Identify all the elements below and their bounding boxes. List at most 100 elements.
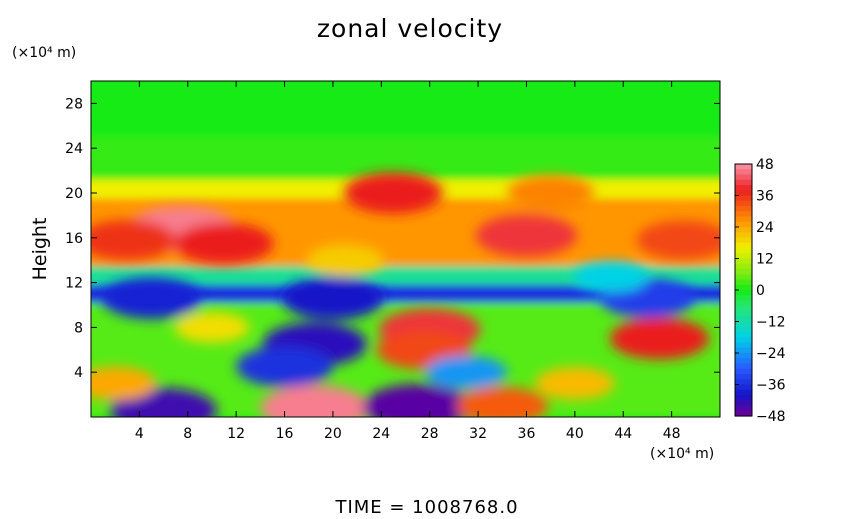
colorbar-cell xyxy=(735,237,752,244)
colorbar-cell xyxy=(735,179,752,186)
colorbar-cell xyxy=(735,363,752,370)
heatmap-feature xyxy=(363,383,473,417)
colorbar-cell xyxy=(735,358,752,365)
colorbar-cell xyxy=(735,284,752,291)
heatmap-feature xyxy=(424,355,508,390)
heatmap-feature xyxy=(573,261,649,293)
x-tick-label: 12 xyxy=(227,426,245,442)
colorbar-cell xyxy=(735,206,752,212)
x-axis-unit: (×10⁴ m) xyxy=(650,446,715,462)
colorbar-cell xyxy=(735,300,752,307)
y-tick-label: 24 xyxy=(65,141,83,157)
plot-frame xyxy=(90,80,721,418)
heatmap-feature xyxy=(636,220,720,260)
y-tick-label: 16 xyxy=(65,231,83,247)
colorbar-cell xyxy=(735,410,752,417)
colorbar-tick-label: −48 xyxy=(756,409,786,425)
heatmap-band xyxy=(91,284,720,303)
colorbar-tick-label: 24 xyxy=(756,220,774,236)
y-tick-label: 20 xyxy=(65,186,83,202)
colorbar-cell xyxy=(735,400,752,407)
colorbar-cell xyxy=(735,316,752,323)
colorbar-cell xyxy=(735,395,752,401)
x-tick-label: 16 xyxy=(276,426,294,442)
colorbar-cell xyxy=(735,248,752,254)
x-tick-label: 20 xyxy=(324,426,342,442)
colorbar-cell xyxy=(735,190,752,197)
colorbar-cell xyxy=(735,169,752,176)
x-axis: 4 8 12 16 20 24 28 32 36 40 44 48 xyxy=(135,81,681,442)
y-axis-unit: (×10⁴ m) xyxy=(12,45,77,61)
heatmap-feature xyxy=(456,386,549,417)
x-tick-label: 36 xyxy=(518,426,536,442)
heatmap-band xyxy=(91,81,720,137)
heatmap-feature xyxy=(174,312,250,343)
colorbar-cell xyxy=(735,389,752,396)
y-axis: 4 8 12 16 20 24 28 xyxy=(65,96,720,381)
heatmap-feature xyxy=(306,244,384,276)
heatmap-feature xyxy=(282,277,384,320)
y-tick-label: 4 xyxy=(74,365,83,381)
heatmap-feature xyxy=(91,366,157,401)
colorbar-cell xyxy=(735,332,752,338)
colorbar-tick-label: −12 xyxy=(756,315,786,331)
colorbar-cell xyxy=(735,295,752,302)
x-tick-label: 44 xyxy=(614,426,632,442)
heatmap-feature xyxy=(507,175,595,211)
colorbar-cell xyxy=(735,347,752,354)
colorbar-cell xyxy=(735,379,752,386)
colorbar-cell xyxy=(735,232,752,239)
x-tick-label: 8 xyxy=(183,426,192,442)
heatmap-feature xyxy=(260,385,370,417)
colorbar-cell xyxy=(735,290,752,296)
heatmap-feature xyxy=(343,172,443,214)
colorbar-cell xyxy=(735,216,752,223)
colorbar-tick-label: −36 xyxy=(756,378,786,394)
x-tick-label: 40 xyxy=(566,426,584,442)
x-tick-label: 24 xyxy=(372,426,390,442)
colorbar-cell xyxy=(735,311,752,317)
colorbar-cell xyxy=(735,274,752,281)
colorbar-cell xyxy=(735,185,752,191)
colorbar-cell xyxy=(735,253,752,260)
heatmap-feature xyxy=(236,346,333,387)
colorbar-cell xyxy=(735,321,752,328)
x-tick-label: 32 xyxy=(469,426,487,442)
colorbar-cell xyxy=(735,263,752,270)
heatmap-feature xyxy=(609,317,710,360)
colorbar: 48 36 24 12 0 −12 −24 −36 −48 xyxy=(734,157,786,425)
colorbar-cell xyxy=(735,221,752,228)
colorbar-tick-label: −24 xyxy=(756,346,786,362)
heatmap-feature xyxy=(475,214,578,257)
colorbar-cell xyxy=(735,374,752,380)
colorbar-cell xyxy=(735,227,752,233)
colorbar-cell xyxy=(735,368,752,375)
colorbar-cell xyxy=(735,242,752,249)
x-tick-label: 28 xyxy=(421,426,439,442)
x-tick-label: 4 xyxy=(135,426,144,442)
heatmap-feature xyxy=(91,219,176,261)
colorbar-tick-label: 12 xyxy=(756,252,774,268)
y-tick-label: 28 xyxy=(65,96,83,112)
heatmap-band xyxy=(91,265,720,285)
colorbar-cell xyxy=(735,258,752,265)
chart-title: zonal velocity xyxy=(316,14,504,43)
colorbar-cell xyxy=(735,337,752,344)
colorbar-cell xyxy=(735,164,752,170)
colorbar-cell xyxy=(735,279,752,286)
colorbar-cell xyxy=(735,326,752,333)
heatmap-band xyxy=(91,137,720,180)
colorbar-tick-label: 48 xyxy=(756,157,774,173)
colorbar-tick-label: 36 xyxy=(756,189,774,205)
colorbar-cell xyxy=(735,211,752,218)
colorbar-cell xyxy=(735,269,752,275)
colorbar-cell xyxy=(735,200,752,207)
heatmap-field xyxy=(91,81,720,417)
y-tick-label: 8 xyxy=(74,320,83,336)
colorbar-cell xyxy=(735,195,752,202)
colorbar-cell xyxy=(735,305,752,312)
colorbar-cell xyxy=(735,174,752,181)
colorbar-cell xyxy=(735,342,752,349)
heatmap-feature xyxy=(534,367,615,400)
